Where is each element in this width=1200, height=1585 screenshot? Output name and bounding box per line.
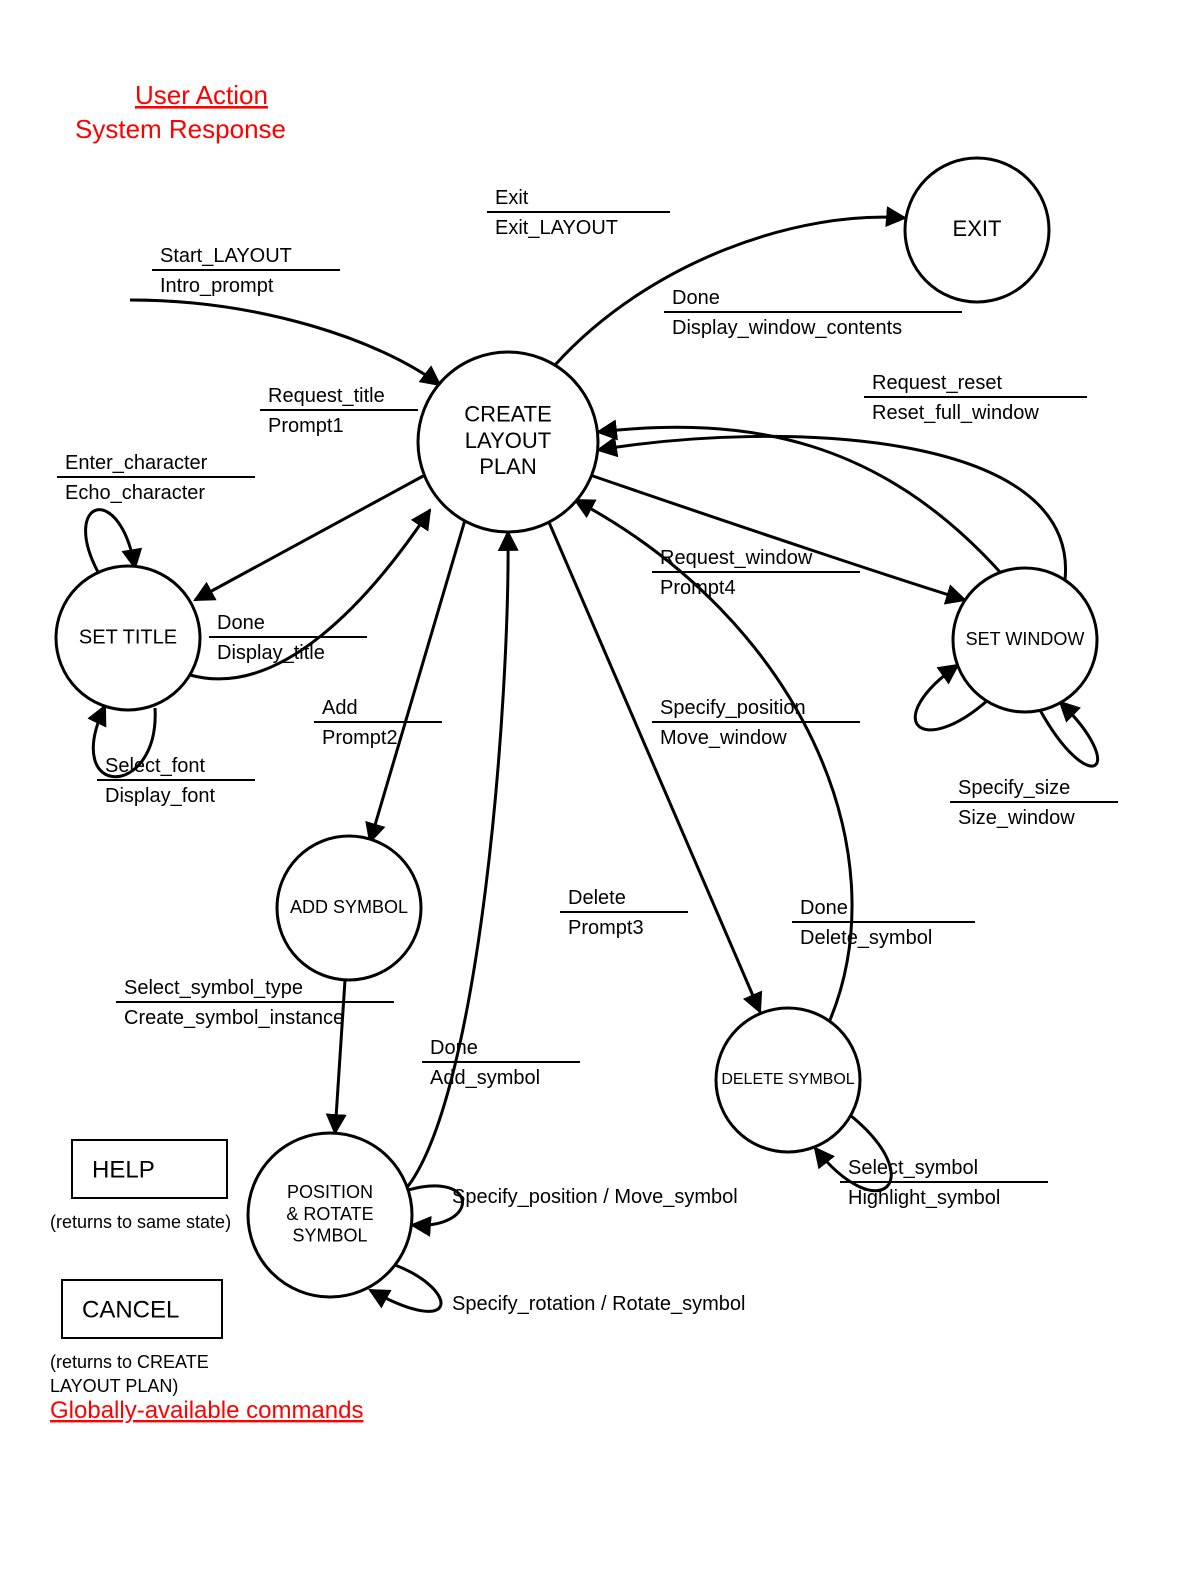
edge-label-top-select_font: Select_font — [105, 755, 206, 777]
edge-label-top-add_edge: Add — [322, 697, 358, 719]
node-label-posrot-0: POSITION — [287, 1182, 373, 1202]
edge-label-top-done_del: Done — [800, 897, 848, 919]
edge-label-bot-exit_edge: Exit_LAYOUT — [495, 217, 618, 239]
edge-label-top-req_window: Request_window — [660, 547, 813, 569]
edge-label-bot-sel_sym_type: Create_symbol_instance — [124, 1007, 344, 1029]
edge-label-bot-done_title: Display_title — [217, 642, 325, 664]
edge-label-top-sel_sym: Select_symbol — [848, 1157, 978, 1179]
edge-add_edge — [370, 520, 465, 842]
edge-label-top-start_layout: Start_LAYOUT — [160, 245, 292, 267]
node-label-create-2: PLAN — [479, 454, 536, 479]
edge-label-top-delete_edge: Delete — [568, 887, 626, 909]
edge-label-bot-req_title: Prompt1 — [268, 415, 344, 437]
box-label-help: HELP — [92, 1156, 155, 1183]
node-label-addsym-0: ADD SYMBOL — [290, 897, 408, 917]
legend-system-response: System Response — [75, 114, 286, 144]
edge-label-bot-done_win: Display_window_contents — [672, 317, 902, 339]
edge-label-pos_move: Specify_position / Move_symbol — [452, 1186, 738, 1208]
node-label-create-0: CREATE — [464, 401, 552, 426]
edge-label-bot-delete_edge: Prompt3 — [568, 917, 644, 939]
node-label-setwin-0: SET WINDOW — [966, 629, 1085, 649]
edge-label-bot-req_window: Prompt4 — [660, 577, 736, 599]
edge-label-top-sel_sym_type: Select_symbol_type — [124, 977, 303, 999]
box-label-cancel: CANCEL — [82, 1296, 179, 1323]
node-label-settitle-0: SET TITLE — [79, 626, 177, 648]
edge-label-bot-req_reset: Reset_full_window — [872, 402, 1039, 424]
edge-label-bot-spec_pos_win: Move_window — [660, 727, 787, 749]
edge-label-bot-spec_size: Size_window — [958, 807, 1075, 829]
edge-label-top-spec_size: Specify_size — [958, 777, 1070, 799]
edge-label-bot-enter_char: Echo_character — [65, 482, 205, 504]
edge-label-bot-sel_sym: Highlight_symbol — [848, 1187, 1000, 1209]
state-diagram: CREATELAYOUTPLAN EXIT SET TITLE SET WINDOW A… — [0, 0, 1200, 1585]
edge-label-top-exit_edge: Exit — [495, 187, 529, 209]
node-label-create-1: LAYOUT — [465, 428, 551, 453]
edge-label-bot-select_font: Display_font — [105, 785, 216, 807]
edge-label-top-done_add: Done — [430, 1037, 478, 1059]
footer-globally-available: Globally-available commands — [50, 1397, 363, 1424]
edge-start_layout — [130, 300, 440, 385]
edge-label-bot-add_edge: Prompt2 — [322, 727, 398, 749]
edge-spec_size — [1040, 702, 1098, 766]
edge-label-top-done_win: Done — [672, 287, 720, 309]
edge-label-bot-done_add: Add_symbol — [430, 1067, 540, 1089]
edge-done_add — [405, 532, 508, 1190]
edge-req_title — [195, 475, 425, 600]
edge-label-top-spec_pos_win: Specify_position — [660, 697, 806, 719]
edge-label-bot-start_layout: Intro_prompt — [160, 275, 274, 297]
edge-exit_edge — [555, 217, 905, 365]
edge-label-top-enter_char: Enter_character — [65, 452, 208, 474]
edge-label-bot-done_del: Delete_symbol — [800, 927, 932, 949]
box-caption2-cancel: LAYOUT PLAN) — [50, 1376, 178, 1396]
box-caption-cancel: (returns to CREATE — [50, 1352, 209, 1372]
node-label-posrot-1: & ROTATE — [286, 1204, 373, 1224]
box-caption-help: (returns to same state) — [50, 1212, 231, 1232]
edge-enter_char — [86, 510, 135, 572]
node-label-delsym-0: DELETE SYMBOL — [721, 1071, 854, 1088]
legend-user-action: User Action — [135, 80, 268, 110]
edge-label-rot_rotate: Specify_rotation / Rotate_symbol — [452, 1293, 746, 1315]
edge-label-top-req_title: Request_title — [268, 385, 385, 407]
edge-label-top-done_title: Done — [217, 612, 265, 634]
node-label-exit-0: EXIT — [953, 216, 1002, 241]
node-label-posrot-2: SYMBOL — [292, 1225, 367, 1245]
edge-label-top-req_reset: Request_reset — [872, 372, 1003, 394]
